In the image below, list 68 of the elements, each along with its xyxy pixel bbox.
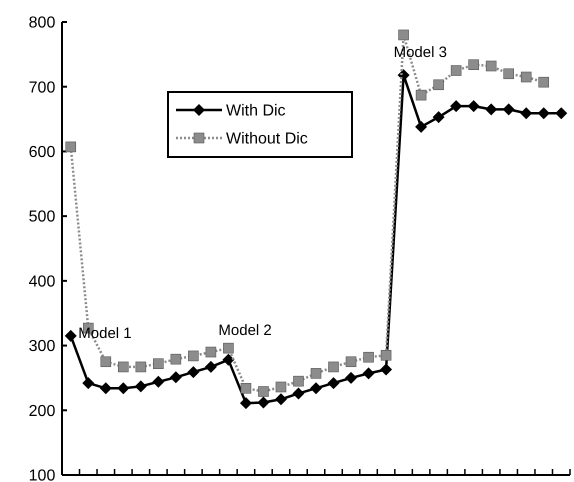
point [240,397,252,410]
y-tick-label: 300 [28,338,56,356]
y-tick-label: 400 [28,273,56,290]
point [363,352,374,363]
y-tick-label: 500 [28,208,56,226]
point [292,387,304,400]
y-tick-label: 100 [28,468,56,482]
point [486,60,496,72]
point [345,372,358,384]
point [223,342,234,354]
point [538,107,550,120]
point [204,360,217,373]
point [64,330,77,342]
point [503,68,514,80]
point [398,30,409,40]
point [257,396,270,409]
point [520,107,532,120]
point [152,376,164,388]
annotation: Model 2 [218,322,272,339]
point [134,380,147,392]
point [206,346,216,358]
point [328,377,340,390]
point [468,59,479,70]
point [276,382,286,392]
point [117,382,130,394]
point [555,107,568,120]
point [100,382,112,394]
point [502,103,515,116]
y-tick-label: 200 [28,402,56,420]
point [468,100,480,112]
point [346,356,356,368]
annotation: Model 3 [394,44,447,61]
point [380,350,392,361]
point [170,371,182,384]
point [450,65,462,76]
point [310,382,322,394]
point [485,103,498,116]
point [100,356,112,368]
point [240,382,252,394]
point [258,386,269,397]
point [187,366,200,378]
point [380,364,392,376]
y-tick-label: 600 [28,144,56,162]
point [65,142,76,152]
point [328,362,339,372]
point [170,354,182,364]
point [293,376,304,386]
point [82,377,94,390]
y-tick-label: 800 [28,14,56,32]
point [362,367,375,380]
point [188,350,199,362]
point [538,76,550,88]
point [450,100,462,112]
legend-label: Without Dic [226,130,308,148]
point [222,354,234,366]
point [416,90,426,100]
y-tick-label: 700 [28,79,56,96]
point [136,362,146,372]
point [520,72,532,82]
point [415,120,428,133]
annotation: Model 1 [78,325,132,342]
point [274,393,287,406]
point [433,79,444,90]
point [153,358,164,369]
point [310,368,322,379]
legend-label: With Dic [226,102,286,120]
point [432,111,445,124]
point [118,362,129,372]
